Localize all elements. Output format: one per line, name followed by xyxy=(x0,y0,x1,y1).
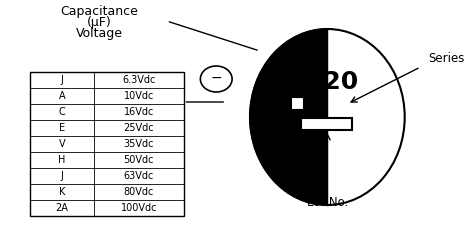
Text: C: C xyxy=(59,107,65,117)
Ellipse shape xyxy=(201,66,232,92)
Text: V: V xyxy=(59,139,65,149)
Text: E: E xyxy=(59,123,65,133)
Text: Series: Series xyxy=(428,52,465,66)
Text: J: J xyxy=(61,171,64,181)
Text: 16Vdc: 16Vdc xyxy=(124,107,154,117)
Text: Voltage: Voltage xyxy=(76,27,123,40)
Ellipse shape xyxy=(250,29,405,205)
Text: K: K xyxy=(59,187,65,197)
Text: 6.3Vdc: 6.3Vdc xyxy=(122,75,155,85)
Text: Capacitance: Capacitance xyxy=(60,5,138,18)
Text: J: J xyxy=(61,75,64,85)
Bar xyxy=(291,97,303,110)
Text: (μF): (μF) xyxy=(87,16,111,29)
Bar xyxy=(30,72,183,216)
Text: 2A: 2A xyxy=(55,203,68,213)
Text: 220: 220 xyxy=(306,70,358,94)
Text: Lot No.: Lot No. xyxy=(307,196,348,209)
Polygon shape xyxy=(250,29,328,205)
Text: A: A xyxy=(59,91,65,101)
Text: 50Vdc: 50Vdc xyxy=(124,155,154,165)
Text: H: H xyxy=(58,155,66,165)
Text: FK: FK xyxy=(306,96,328,111)
Text: −: − xyxy=(210,71,222,85)
Ellipse shape xyxy=(201,66,232,92)
Text: 35Vdc: 35Vdc xyxy=(124,139,154,149)
Text: 100Vdc: 100Vdc xyxy=(120,203,157,213)
Text: 10Vdc: 10Vdc xyxy=(124,91,154,101)
Text: 63Vdc: 63Vdc xyxy=(124,171,154,181)
Text: 80Vdc: 80Vdc xyxy=(124,187,154,197)
Bar xyxy=(301,118,352,130)
Text: 25Vdc: 25Vdc xyxy=(124,123,154,133)
